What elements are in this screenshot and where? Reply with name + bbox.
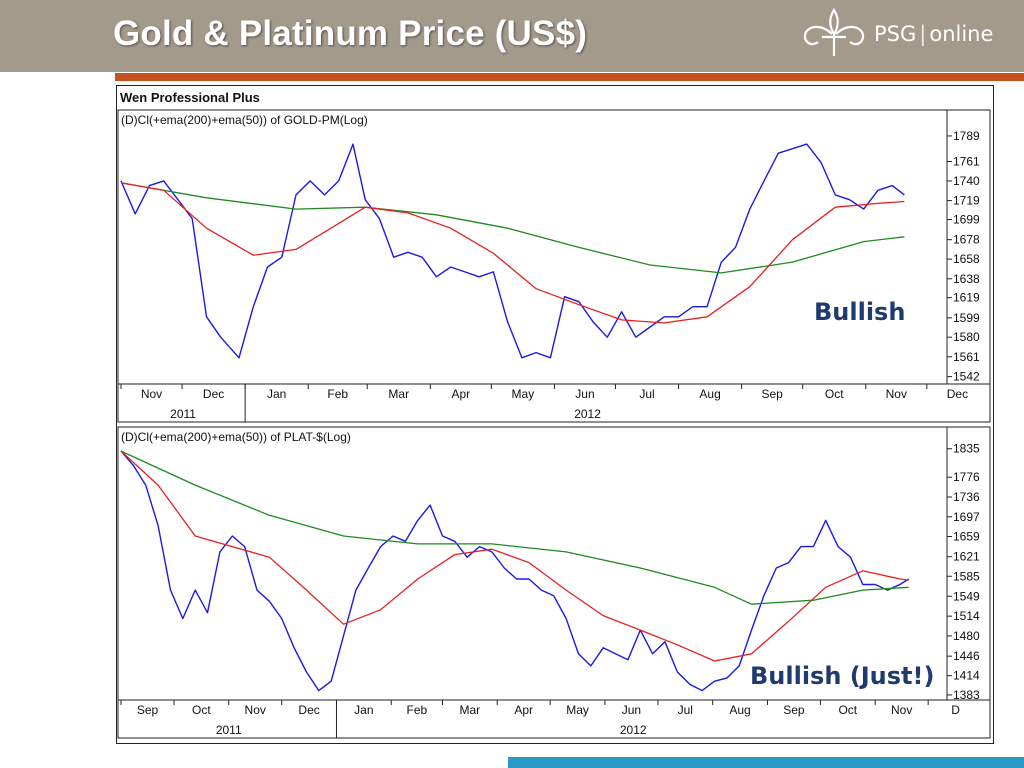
x-tick-label: Dec xyxy=(203,387,224,401)
y-tick-label: 1514 xyxy=(953,609,980,623)
x-tick-label: Dec xyxy=(947,387,968,401)
logo-mark xyxy=(803,7,865,56)
y-tick-label: 1585 xyxy=(953,569,980,583)
fleur-de-lis-icon xyxy=(803,7,865,56)
logo-brand: PSG xyxy=(874,22,917,46)
y-tick-label: 1446 xyxy=(953,649,980,663)
y-tick-label: 1697 xyxy=(953,510,980,524)
y-tick-label: 1414 xyxy=(953,669,980,683)
chart-title: (D)Cl(+ema(200)+ema(50)) of GOLD-PM(Log) xyxy=(121,113,368,127)
footer-bar xyxy=(508,757,1024,768)
accent-bar xyxy=(115,73,1024,81)
x-tick-label: D xyxy=(951,703,960,717)
y-tick-label: 1638 xyxy=(953,272,980,286)
logo-suffix: online xyxy=(929,22,994,46)
x-tick-label: Sep xyxy=(783,703,805,717)
y-tick-label: 1835 xyxy=(953,442,980,456)
y-tick-label: 1619 xyxy=(953,291,980,305)
x-tick-label: May xyxy=(566,703,589,717)
x-tick-label: Jul xyxy=(639,387,654,401)
x-tick-label: Aug xyxy=(729,703,750,717)
x-tick-label: Jun xyxy=(622,703,641,717)
series-ema-50- xyxy=(120,182,905,324)
series-plat- xyxy=(120,450,910,692)
x-tick-label: Nov xyxy=(886,387,907,401)
logo-text: PSG | online xyxy=(874,22,994,46)
y-tick-label: 1580 xyxy=(953,330,980,344)
chart-frame xyxy=(117,426,991,739)
y-tick-label: 1659 xyxy=(953,530,980,544)
x-tick-label: Nov xyxy=(891,703,912,717)
y-tick-label: 1789 xyxy=(953,129,980,143)
y-tick-label: 1719 xyxy=(953,194,980,208)
y-tick-label: 1542 xyxy=(953,370,980,384)
y-tick-label: 1658 xyxy=(953,252,980,266)
y-tick-label: 1561 xyxy=(953,350,980,364)
x-tick-label: Jan xyxy=(267,387,286,401)
x-tick-label: Feb xyxy=(407,703,428,717)
year-label: 2012 xyxy=(574,407,601,421)
x-tick-label: Aug xyxy=(699,387,720,401)
annotation-gold: Bullish xyxy=(814,298,906,326)
x-tick-label: Oct xyxy=(192,703,211,717)
x-tick-label: Nov xyxy=(245,703,266,717)
x-tick-label: Dec xyxy=(298,703,319,717)
charts: (D)Cl(+ema(200)+ema(50)) of GOLD-PM(Log)… xyxy=(117,109,991,739)
x-tick-label: Nov xyxy=(141,387,162,401)
x-tick-label: Sep xyxy=(137,703,159,717)
series-ema-200- xyxy=(120,182,905,274)
y-tick-label: 1776 xyxy=(953,470,980,484)
series-ema-200- xyxy=(120,450,909,605)
x-tick-label: Feb xyxy=(327,387,348,401)
y-tick-label: 1740 xyxy=(953,174,980,188)
y-tick-label: 1383 xyxy=(953,688,980,702)
chart-panel: Wen Professional Plus (D)Cl(+ema(200)+em… xyxy=(116,85,994,744)
x-tick-label: Oct xyxy=(825,387,844,401)
chart-gold: (D)Cl(+ema(200)+ema(50)) of GOLD-PM(Log)… xyxy=(117,109,991,423)
y-tick-label: 1599 xyxy=(953,311,980,325)
year-label: 2011 xyxy=(170,407,196,421)
slide-title: Gold & Platinum Price (US$) xyxy=(113,14,588,53)
y-tick-label: 1761 xyxy=(953,154,980,168)
x-tick-label: Jul xyxy=(678,703,693,717)
x-tick-label: Apr xyxy=(514,703,533,717)
y-tick-label: 1549 xyxy=(953,589,980,603)
y-tick-label: 1621 xyxy=(953,550,980,564)
year-label: 2011 xyxy=(216,723,242,737)
annotation-plat: Bullish (Just!) xyxy=(750,662,935,690)
series-ema-50- xyxy=(120,450,909,662)
x-tick-label: Jan xyxy=(354,703,373,717)
x-tick-label: Jun xyxy=(575,387,594,401)
x-tick-label: May xyxy=(512,387,535,401)
year-label: 2012 xyxy=(620,723,647,737)
chart-title: (D)Cl(+ema(200)+ema(50)) of PLAT-$(Log) xyxy=(121,430,351,444)
x-tick-label: Sep xyxy=(761,387,783,401)
chart-platinum: (D)Cl(+ema(200)+ema(50)) of PLAT-$(Log) 1… xyxy=(117,426,991,739)
y-tick-label: 1736 xyxy=(953,490,980,504)
x-tick-label: Apr xyxy=(451,387,470,401)
x-tick-label: Oct xyxy=(838,703,857,717)
y-tick-label: 1699 xyxy=(953,213,980,227)
x-tick-label: Mar xyxy=(388,387,409,401)
y-tick-label: 1480 xyxy=(953,629,980,643)
chart-frame xyxy=(117,109,991,423)
x-tick-label: Mar xyxy=(459,703,480,717)
panel-title: Wen Professional Plus xyxy=(120,90,260,105)
y-tick-label: 1678 xyxy=(953,233,980,247)
slide-header xyxy=(0,0,1024,72)
series-gold-pm xyxy=(120,143,905,359)
